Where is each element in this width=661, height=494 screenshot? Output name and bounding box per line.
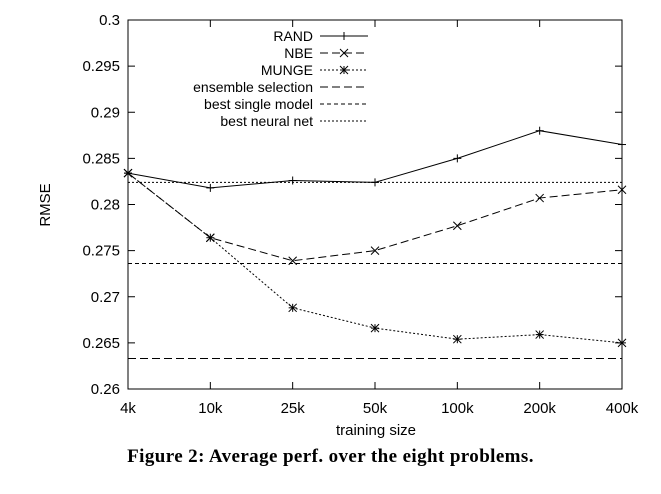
legend-marker-d2 — [339, 65, 349, 75]
series-rand — [124, 126, 626, 192]
point-munge-d2 — [288, 303, 298, 313]
x-tick-label: 4k — [120, 400, 136, 417]
plot-frame — [127, 19, 623, 390]
legend-marker-d2 — [339, 48, 349, 58]
y-tick-label: 0.3 — [99, 12, 120, 29]
legend-label: ensemble selection — [193, 79, 313, 95]
point-munge-d2 — [370, 323, 380, 333]
y-axis-label: RMSE — [37, 183, 54, 226]
point-nbe-d2 — [452, 221, 462, 231]
point-munge-d2 — [123, 168, 133, 178]
x-tick-label: 100k — [441, 400, 474, 417]
x-tick-label: 50k — [363, 400, 388, 417]
legend-label: MUNGE — [261, 62, 313, 78]
y-axis-ticks: 0.26 0.265 0.27 0.275 0.28 0.285 0.29 0.295 0.3 — [82, 12, 622, 398]
series-lines — [123, 126, 627, 348]
point-nbe-d2 — [617, 185, 627, 195]
point-munge-d2 — [617, 338, 627, 348]
y-tick-label: 0.265 — [82, 335, 120, 352]
point-nbe-d2 — [370, 246, 380, 255]
y-tick-label: 0.275 — [82, 243, 120, 260]
x-tick-label: 25k — [281, 400, 306, 417]
point-munge-d2 — [452, 334, 462, 344]
legend-label: NBE — [284, 45, 313, 61]
reference-lines — [128, 181, 622, 360]
figure-caption: Figure 2: Average perf. over the eight p… — [127, 446, 534, 467]
x-tick-label: 10k — [198, 400, 223, 417]
legend-label: best single model — [204, 96, 313, 112]
y-tick-label: 0.285 — [82, 150, 120, 167]
x-axis-ticks: 4k 10k 25k 50k 100k 200k 400k — [120, 20, 639, 417]
legend-label: RAND — [273, 28, 313, 44]
y-tick-label: 0.26 — [91, 381, 120, 398]
point-munge-d2 — [535, 330, 545, 339]
y-tick-label: 0.29 — [91, 104, 120, 121]
y-tick-label: 0.28 — [91, 197, 120, 214]
x-tick-label: 400k — [606, 400, 639, 417]
series-line-munge — [127, 172, 623, 344]
plot-border — [127, 19, 623, 390]
y-tick-label: 0.27 — [91, 289, 120, 306]
rmse-line-chart: 0.260.2650.270.2750.280.2850.290.2950.3 … — [37, 12, 639, 439]
x-axis-label: training size — [336, 422, 416, 439]
y-tick-label: 0.295 — [82, 58, 120, 75]
legend-label: best neural net — [220, 113, 313, 129]
series-munge — [123, 168, 627, 348]
point-nbe-d2 — [535, 193, 545, 203]
point-nbe-d2 — [288, 256, 298, 266]
x-tick-label: 200k — [523, 400, 556, 417]
point-munge-d2 — [205, 233, 215, 243]
